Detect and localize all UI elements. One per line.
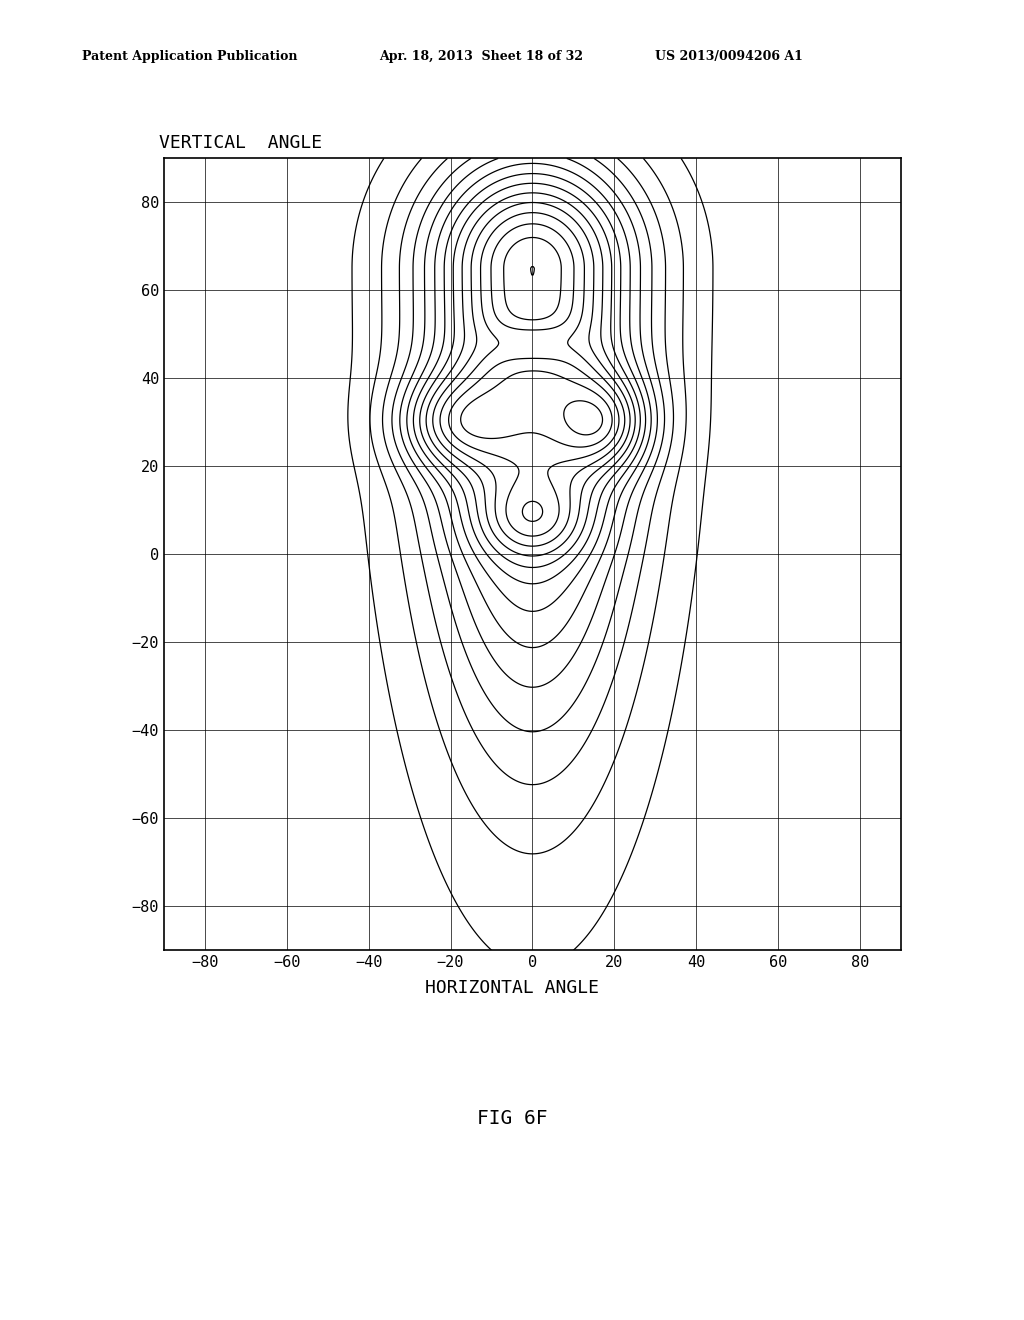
Text: HORIZONTAL ANGLE: HORIZONTAL ANGLE	[425, 979, 599, 998]
Text: VERTICAL  ANGLE: VERTICAL ANGLE	[159, 133, 322, 152]
Text: Apr. 18, 2013  Sheet 18 of 32: Apr. 18, 2013 Sheet 18 of 32	[379, 50, 583, 63]
Text: US 2013/0094206 A1: US 2013/0094206 A1	[655, 50, 803, 63]
Text: FIG 6F: FIG 6F	[477, 1109, 547, 1127]
Text: Patent Application Publication: Patent Application Publication	[82, 50, 297, 63]
